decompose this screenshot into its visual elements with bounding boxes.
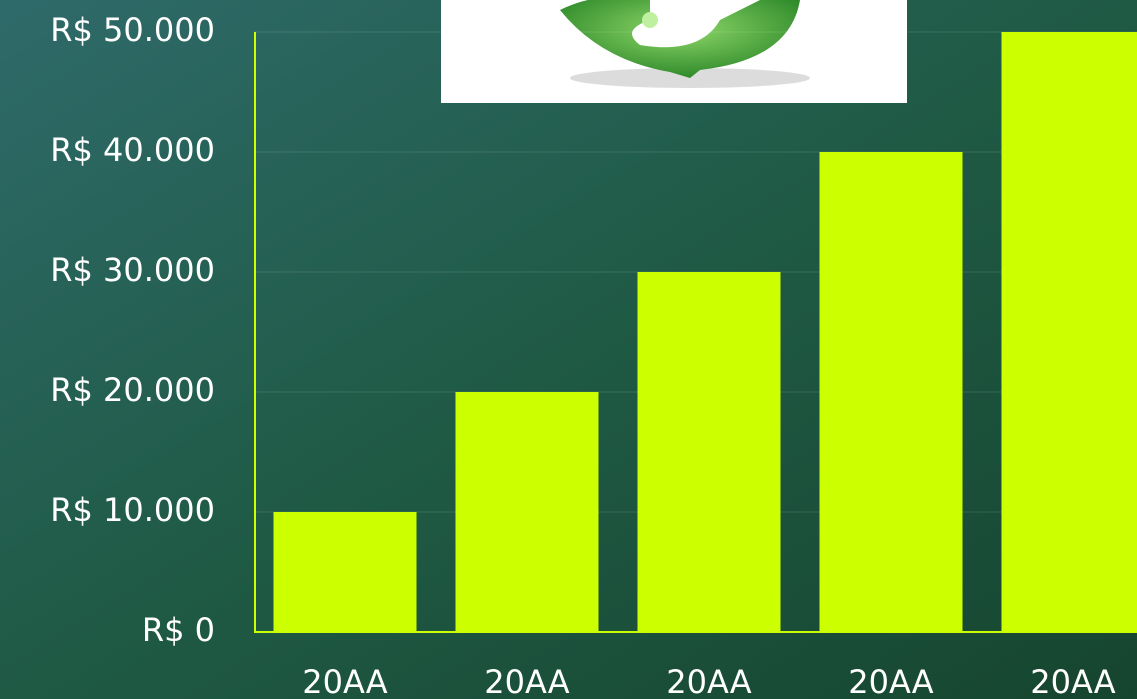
bar (820, 152, 963, 632)
y-tick-label: R$ 40.000 (50, 131, 215, 169)
bar (638, 272, 781, 632)
bar (274, 512, 417, 632)
y-tick-label: R$ 0 (142, 611, 215, 649)
y-tick-label: R$ 10.000 (50, 491, 215, 529)
x-tick-label: 20AA (848, 663, 934, 699)
chart: R$ 0 R$ 10.000 R$ 20.000 R$ 30.000 R$ 40.000… (0, 0, 1137, 699)
x-tick-label: 20AA (1030, 663, 1116, 699)
x-tick-label: 20AA (484, 663, 570, 699)
dollar-image (441, 0, 907, 103)
x-tick-label: 20AA (666, 663, 752, 699)
y-tick-label: R$ 20.000 (50, 371, 215, 409)
y-tick-label: R$ 30.000 (50, 251, 215, 289)
x-tick-label: 20AA (302, 663, 388, 699)
bar (1002, 32, 1137, 632)
y-tick-label: R$ 50.000 (50, 11, 215, 49)
bar (456, 392, 599, 632)
